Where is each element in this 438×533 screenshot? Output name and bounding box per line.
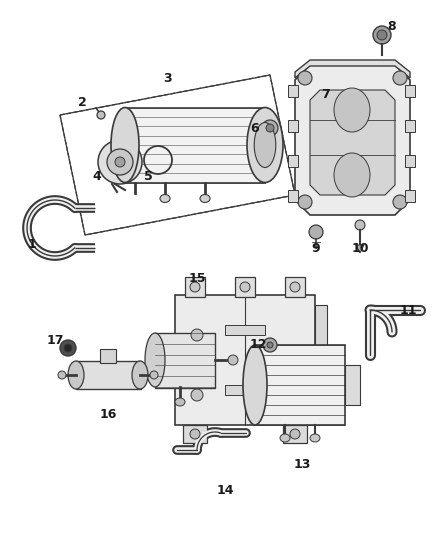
Ellipse shape [200, 195, 210, 203]
Ellipse shape [191, 329, 203, 341]
Bar [405, 120, 415, 132]
Ellipse shape [115, 157, 125, 167]
Ellipse shape [107, 149, 133, 175]
Ellipse shape [243, 345, 267, 425]
Bar [345, 365, 360, 405]
Ellipse shape [64, 344, 72, 352]
Bar [405, 155, 415, 167]
Polygon shape [356, 245, 364, 253]
Text: 10: 10 [351, 241, 369, 254]
Bar [283, 425, 307, 443]
Ellipse shape [298, 195, 312, 209]
Ellipse shape [290, 429, 300, 439]
Text: 12: 12 [249, 338, 267, 351]
Text: 9: 9 [312, 241, 320, 254]
Ellipse shape [98, 140, 142, 184]
Ellipse shape [175, 398, 185, 406]
Ellipse shape [280, 434, 290, 442]
Polygon shape [310, 90, 395, 195]
Bar [183, 425, 207, 443]
Ellipse shape [58, 371, 66, 379]
Bar [125, 108, 265, 183]
Ellipse shape [309, 225, 323, 239]
Polygon shape [295, 65, 410, 215]
Ellipse shape [145, 333, 165, 387]
Ellipse shape [97, 111, 105, 119]
Text: 15: 15 [188, 271, 206, 285]
Ellipse shape [240, 282, 250, 292]
Bar [405, 190, 415, 202]
Bar [288, 85, 298, 97]
Bar [185, 277, 205, 297]
Ellipse shape [262, 120, 278, 136]
Ellipse shape [355, 220, 365, 230]
Bar [155, 333, 215, 388]
Bar [235, 277, 255, 297]
Ellipse shape [373, 26, 391, 44]
Ellipse shape [266, 124, 274, 132]
Bar [288, 155, 298, 167]
Ellipse shape [111, 108, 139, 182]
Ellipse shape [310, 434, 320, 442]
Ellipse shape [68, 361, 84, 389]
Ellipse shape [190, 282, 200, 292]
Bar [225, 325, 265, 335]
Ellipse shape [228, 355, 238, 365]
Bar [255, 345, 345, 425]
Ellipse shape [160, 195, 170, 203]
Ellipse shape [334, 88, 370, 132]
Ellipse shape [263, 338, 277, 352]
Ellipse shape [334, 153, 370, 197]
Ellipse shape [190, 429, 200, 439]
Text: 14: 14 [216, 483, 234, 497]
Text: 3: 3 [162, 71, 171, 85]
Text: 7: 7 [321, 88, 330, 101]
Text: 4: 4 [92, 171, 101, 183]
Bar [76, 361, 141, 389]
Ellipse shape [393, 195, 407, 209]
Bar [175, 295, 315, 425]
Bar [315, 305, 327, 415]
Bar [285, 277, 305, 297]
Text: 8: 8 [388, 20, 396, 34]
Bar [100, 349, 116, 363]
Text: 13: 13 [293, 458, 311, 472]
Text: 6: 6 [251, 122, 259, 134]
Bar [288, 190, 298, 202]
Text: 5: 5 [144, 171, 152, 183]
Bar [288, 120, 298, 132]
Ellipse shape [298, 71, 312, 85]
Ellipse shape [60, 340, 76, 356]
Ellipse shape [247, 108, 283, 182]
Ellipse shape [150, 371, 158, 379]
Ellipse shape [393, 71, 407, 85]
Ellipse shape [290, 282, 300, 292]
Text: 16: 16 [99, 408, 117, 422]
Text: 2: 2 [78, 96, 86, 109]
Text: 17: 17 [46, 334, 64, 346]
Ellipse shape [191, 389, 203, 401]
Ellipse shape [267, 342, 273, 348]
Polygon shape [295, 60, 410, 78]
Ellipse shape [377, 30, 387, 40]
Text: 11: 11 [399, 303, 417, 317]
Ellipse shape [132, 361, 148, 389]
Bar [405, 85, 415, 97]
Text: 1: 1 [28, 238, 36, 252]
Ellipse shape [254, 123, 276, 167]
Bar [225, 385, 265, 395]
